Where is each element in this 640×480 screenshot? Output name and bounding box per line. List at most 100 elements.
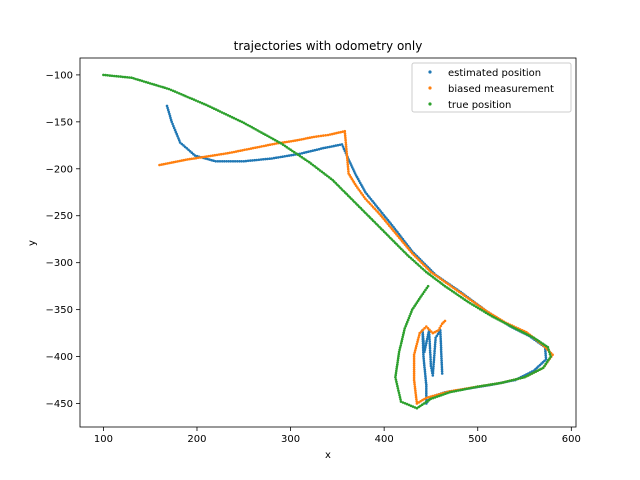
- data-point: [264, 133, 267, 136]
- data-point: [132, 77, 135, 80]
- data-point: [396, 359, 400, 362]
- data-point: [414, 391, 417, 395]
- data-point: [491, 382, 494, 386]
- data-point: [279, 142, 283, 145]
- data-point: [423, 366, 426, 369]
- data-point: [523, 375, 526, 379]
- data-point: [478, 305, 481, 308]
- data-point: [396, 234, 400, 238]
- data-point: [230, 151, 234, 154]
- data-point: [394, 378, 398, 381]
- data-point: [376, 210, 380, 214]
- data-point: [480, 384, 484, 388]
- data-point: [397, 350, 401, 354]
- data-point: [268, 143, 272, 146]
- data-point: [246, 159, 250, 163]
- data-point: [427, 396, 430, 399]
- data-point: [421, 398, 424, 402]
- data-point: [203, 155, 206, 159]
- data-point: [413, 351, 417, 354]
- data-point: [426, 267, 430, 271]
- data-point: [428, 333, 431, 337]
- data-point: [312, 135, 316, 139]
- data-point: [161, 85, 164, 89]
- data-point: [165, 104, 169, 108]
- data-point: [414, 255, 417, 258]
- data-point: [395, 369, 398, 373]
- data-point: [398, 395, 402, 399]
- data-point: [224, 113, 228, 116]
- data-point: [163, 86, 166, 89]
- data-point: [423, 350, 426, 354]
- data-point: [182, 93, 185, 97]
- data-point: [422, 361, 426, 365]
- data-point: [476, 303, 480, 307]
- data-point: [408, 248, 411, 252]
- data-point: [266, 143, 270, 147]
- data-point: [493, 382, 497, 386]
- data-point: [404, 325, 407, 328]
- data-point: [440, 278, 444, 282]
- y-tick-label: −400: [46, 352, 73, 363]
- data-point: [315, 135, 318, 138]
- data-point: [414, 395, 418, 399]
- data-point: [247, 147, 251, 151]
- data-point: [290, 153, 293, 157]
- data-point: [285, 154, 289, 158]
- data-point: [352, 170, 356, 173]
- data-point: [374, 203, 377, 206]
- data-point: [439, 333, 442, 336]
- data-point: [548, 350, 551, 354]
- x-tick-label: 100: [94, 434, 113, 445]
- data-point: [260, 131, 263, 134]
- data-point: [185, 147, 189, 150]
- data-point: [423, 264, 427, 268]
- data-point: [192, 157, 196, 160]
- data-point: [180, 93, 183, 96]
- data-point: [440, 370, 444, 373]
- data-point: [176, 160, 179, 163]
- data-point: [495, 382, 499, 385]
- data-point: [467, 300, 470, 304]
- data-point: [435, 395, 439, 398]
- data-point: [425, 325, 428, 328]
- data-point: [442, 393, 445, 396]
- data-point: [215, 153, 219, 157]
- data-point: [310, 136, 314, 139]
- data-point: [345, 152, 349, 155]
- data-point: [117, 75, 120, 78]
- plot-area: [80, 58, 576, 427]
- data-point: [422, 344, 426, 347]
- data-point: [461, 297, 465, 300]
- data-point: [415, 256, 419, 260]
- data-point: [352, 168, 355, 171]
- data-point: [469, 302, 472, 305]
- data-point: [402, 331, 406, 335]
- data-point: [240, 120, 244, 124]
- data-point: [415, 406, 419, 410]
- y-tick-label: −150: [46, 117, 73, 128]
- data-point: [315, 166, 318, 169]
- data-point: [313, 148, 317, 152]
- data-point: [399, 342, 403, 345]
- data-point: [450, 390, 454, 394]
- data-point: [160, 163, 163, 166]
- data-point: [413, 260, 416, 263]
- data-point: [412, 374, 416, 378]
- data-point: [433, 352, 436, 355]
- data-point: [212, 159, 215, 162]
- data-point: [549, 355, 552, 358]
- data-point: [234, 150, 238, 153]
- data-point: [415, 398, 418, 401]
- data-point: [432, 358, 436, 362]
- data-point: [397, 352, 401, 356]
- data-point: [401, 237, 405, 241]
- data-point: [173, 128, 177, 132]
- data-point: [424, 288, 427, 292]
- data-point: [232, 116, 236, 120]
- data-point: [394, 375, 397, 379]
- data-point: [425, 385, 428, 389]
- data-point: [476, 306, 480, 310]
- data-point: [178, 159, 181, 163]
- x-tick-label: 200: [187, 434, 206, 445]
